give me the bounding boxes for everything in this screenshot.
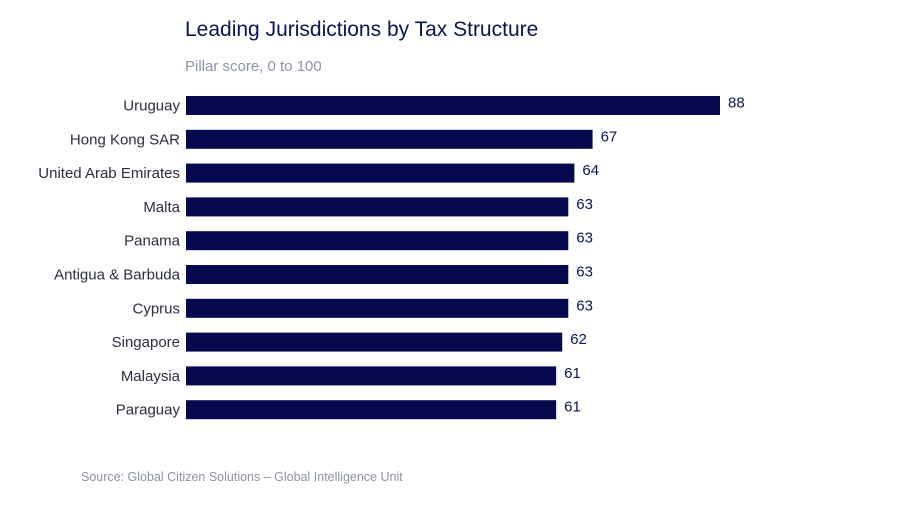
- value-label-malta: 63: [576, 196, 593, 213]
- source-note: Source: Global Citizen Solutions – Globa…: [81, 470, 403, 484]
- category-label-uruguay: Uruguay: [123, 98, 180, 115]
- bar-cyprus: [186, 298, 569, 318]
- value-label-cyprus: 63: [576, 297, 593, 314]
- value-label-uruguay: 88: [728, 95, 745, 112]
- category-label-hong-kong-sar: Hong Kong SAR: [70, 131, 180, 148]
- category-label-antigua-barbuda: Antigua & Barbuda: [54, 267, 181, 284]
- category-label-panama: Panama: [124, 233, 181, 250]
- bar-malta: [186, 197, 569, 217]
- value-label-united-arab-emirates: 64: [582, 162, 599, 179]
- bar-chart: Uruguay 88 Hong Kong SAR 67 United Arab Emir…: [38, 95, 745, 420]
- bar-malaysia: [186, 366, 557, 386]
- category-label-malta: Malta: [143, 199, 180, 216]
- bar-panama: [186, 231, 569, 251]
- category-label-paraguay: Paraguay: [116, 402, 181, 419]
- value-label-panama: 63: [576, 230, 593, 247]
- bar-uruguay: [186, 96, 720, 115]
- category-label-malaysia: Malaysia: [121, 368, 181, 385]
- category-label-singapore: Singapore: [112, 334, 180, 351]
- chart-subtitle: Pillar score, 0 to 100: [185, 58, 322, 75]
- category-label-cyprus: Cyprus: [132, 300, 180, 317]
- chart-title: Leading Jurisdictions by Tax Structure: [185, 18, 539, 41]
- value-label-malaysia: 61: [564, 365, 581, 382]
- bar-hong-kong-sar: [186, 129, 593, 149]
- bar-paraguay: [186, 400, 557, 420]
- bar-singapore: [186, 332, 563, 352]
- value-label-paraguay: 61: [564, 399, 581, 416]
- bar-antigua-barbuda: [186, 265, 569, 284]
- bar-united-arab-emirates: [186, 163, 575, 183]
- value-label-antigua-barbuda: 63: [576, 264, 593, 281]
- value-label-singapore: 62: [570, 331, 587, 348]
- category-label-united-arab-emirates: United Arab Emirates: [38, 165, 180, 182]
- value-label-hong-kong-sar: 67: [601, 128, 618, 145]
